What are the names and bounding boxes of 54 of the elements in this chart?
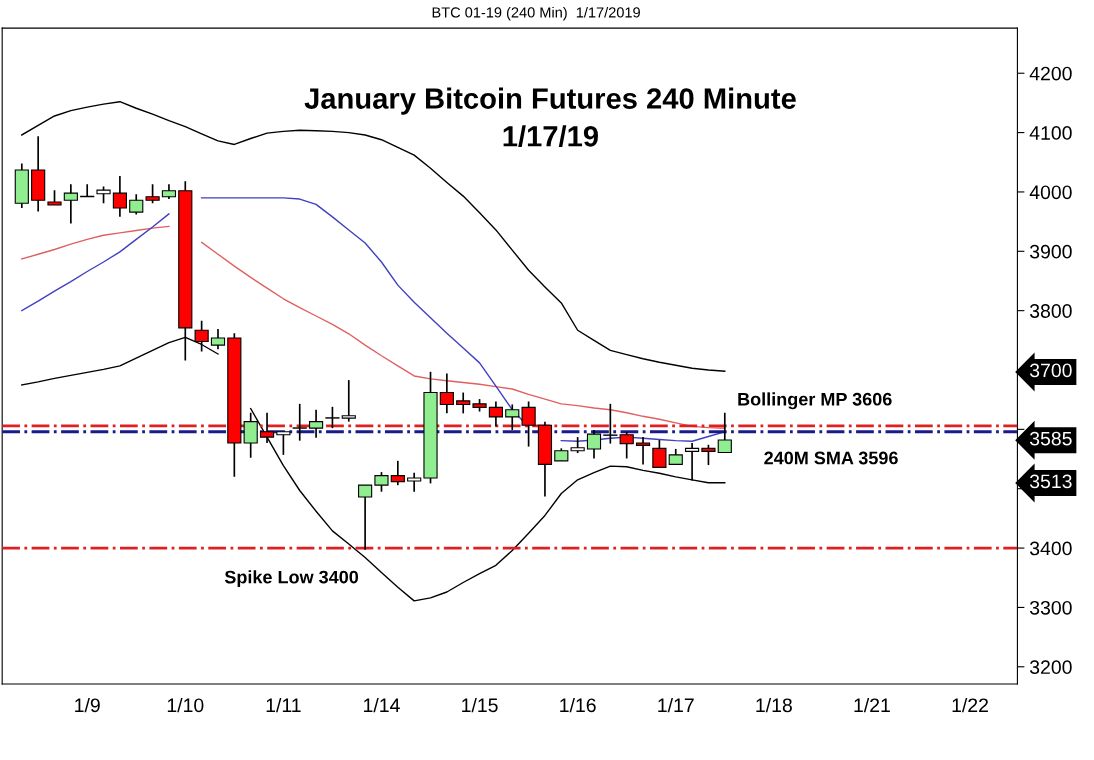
candlestick: [684, 442, 700, 482]
x-tick-label: 1/17: [658, 697, 694, 713]
candlestick: [276, 430, 291, 456]
x-tick-label: 1/10: [167, 697, 204, 713]
x-tick-label: 1/18: [756, 697, 792, 713]
candlestick: [652, 439, 667, 469]
candlestick: [603, 403, 618, 445]
x-tick-label: 1/16: [560, 697, 596, 713]
y-tick-label: 3300: [1029, 600, 1072, 615]
candlestick: [619, 430, 634, 460]
x-tick-label: 1/15: [462, 697, 498, 713]
y-tick-label: 4200: [1029, 66, 1072, 81]
candlestick: [635, 436, 651, 466]
candlestick: [292, 403, 307, 442]
x-tick-label: 1/22: [952, 697, 988, 713]
candlestick: [586, 429, 602, 460]
x-tick-label: 1/21: [854, 697, 890, 713]
candlestick: [210, 328, 226, 351]
candlestick: [63, 183, 78, 225]
candlestick: [112, 175, 127, 218]
candlestick: [521, 400, 536, 448]
y-tick-label: 3513: [1029, 474, 1072, 489]
x-tick-label: 1/14: [364, 697, 400, 713]
y-tick-label: 3700: [1029, 363, 1072, 378]
ref-line-label: Spike Low 3400: [224, 570, 359, 588]
candlestick: [505, 403, 520, 431]
ref-line-label: Bollinger MP 3606: [738, 392, 892, 410]
candlestick: [341, 379, 356, 423]
text: January Bitcoin Futures 240 Minute 1/17/19: [304, 87, 796, 147]
candlestick: [717, 411, 732, 454]
candlestick: [390, 459, 405, 486]
y-tick-label: 3800: [1029, 304, 1072, 318]
candlestick: [701, 443, 716, 466]
candlestick: [374, 471, 389, 493]
candlestick: [259, 411, 275, 444]
candlestick: [308, 408, 324, 439]
candlestick: [439, 372, 454, 415]
candlestick: [407, 471, 422, 493]
chart-title: BTC 01-19 (240 Min) 1/17/2019: [432, 6, 640, 21]
y-tick-label: 3200: [1029, 660, 1072, 675]
x-tick-label: 1/11: [266, 697, 301, 713]
y-tick-label: 3585: [1029, 431, 1072, 446]
y-tick-label: 4100: [1029, 126, 1072, 140]
candlestick: [325, 405, 340, 430]
candlestick: [129, 193, 144, 216]
candlestick: [145, 183, 160, 205]
x-tick-label: 1/9: [75, 697, 100, 713]
candlestick: [456, 391, 471, 415]
y-tick-label: 3900: [1029, 244, 1072, 259]
ref-line-label: 240M SMA 3596: [764, 451, 898, 465]
y-tick-label: 4000: [1029, 185, 1072, 200]
candlestick: [488, 400, 504, 428]
y-tick-label: 3400: [1029, 541, 1072, 556]
candlestick: [358, 484, 373, 551]
